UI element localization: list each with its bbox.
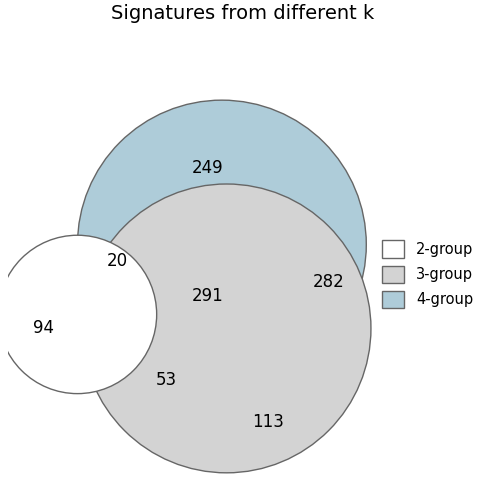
- Legend: 2-group, 3-group, 4-group: 2-group, 3-group, 4-group: [376, 235, 479, 314]
- Text: 20: 20: [107, 253, 128, 270]
- Circle shape: [82, 184, 371, 473]
- Text: 53: 53: [155, 370, 176, 389]
- Text: 113: 113: [253, 413, 284, 430]
- Text: 94: 94: [33, 320, 53, 337]
- Title: Signatures from different k: Signatures from different k: [111, 4, 374, 23]
- Text: 249: 249: [192, 159, 224, 177]
- Circle shape: [78, 100, 366, 389]
- Circle shape: [0, 235, 157, 394]
- Text: 282: 282: [313, 273, 345, 291]
- Text: 291: 291: [192, 287, 224, 305]
